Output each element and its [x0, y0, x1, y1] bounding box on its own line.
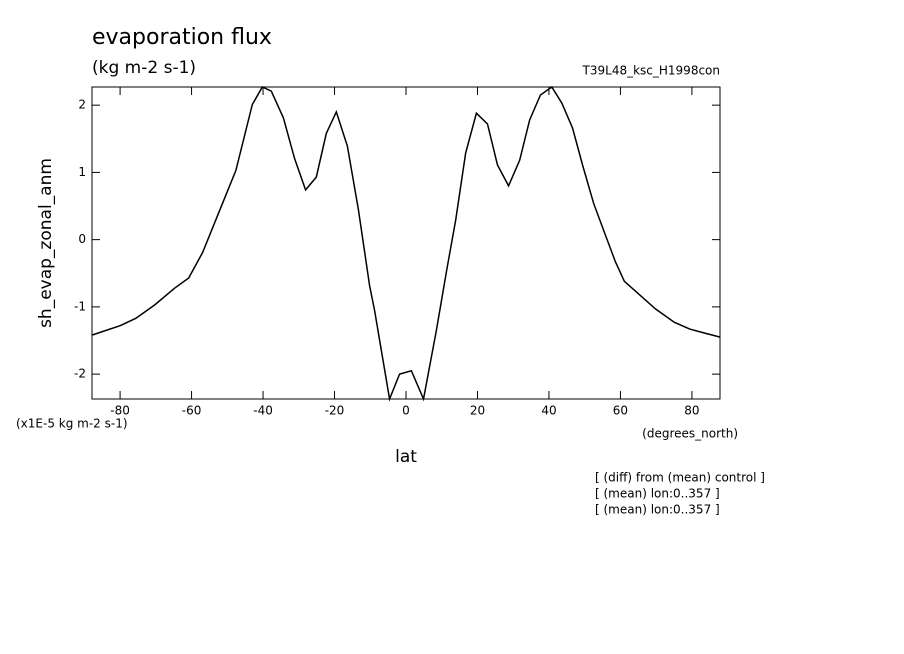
- x-axis-label: lat: [395, 447, 417, 467]
- x-tick-label: -40: [253, 404, 273, 418]
- chart-subtitle: (kg m-2 s-1): [92, 58, 196, 78]
- y-tick-label: 2: [78, 98, 86, 112]
- y-tick-label: 0: [78, 232, 86, 246]
- y-tick-label: -1: [74, 299, 86, 313]
- x-tick-label: 60: [613, 404, 628, 418]
- x-tick-label: 0: [402, 404, 410, 418]
- run-label: T39L48_ksc_H1998con: [582, 64, 720, 78]
- x-tick-label: 20: [470, 404, 485, 418]
- x-tick-label: -60: [182, 404, 202, 418]
- x-tick-label: -80: [110, 404, 130, 418]
- y-tick-label: -2: [74, 367, 86, 381]
- x-tick-label: 40: [541, 404, 556, 418]
- y-tick-label: 1: [78, 165, 86, 179]
- note: [ (mean) lon:0..357 ]: [595, 503, 720, 517]
- plot-frame: [91, 86, 721, 400]
- note: [ (mean) lon:0..357 ]: [595, 487, 720, 501]
- note: [ (diff) from (mean) control ]: [595, 471, 765, 485]
- y-axis-label: sh_evap_zonal_anm: [36, 158, 56, 328]
- x-units: (degrees_north): [642, 427, 738, 441]
- data-line: [91, 85, 721, 402]
- y-units: (x1E-5 kg m-2 s-1): [16, 417, 128, 431]
- x-tick-label: -20: [325, 404, 345, 418]
- chart-title: evaporation flux: [92, 25, 272, 50]
- x-tick-label: 80: [684, 404, 699, 418]
